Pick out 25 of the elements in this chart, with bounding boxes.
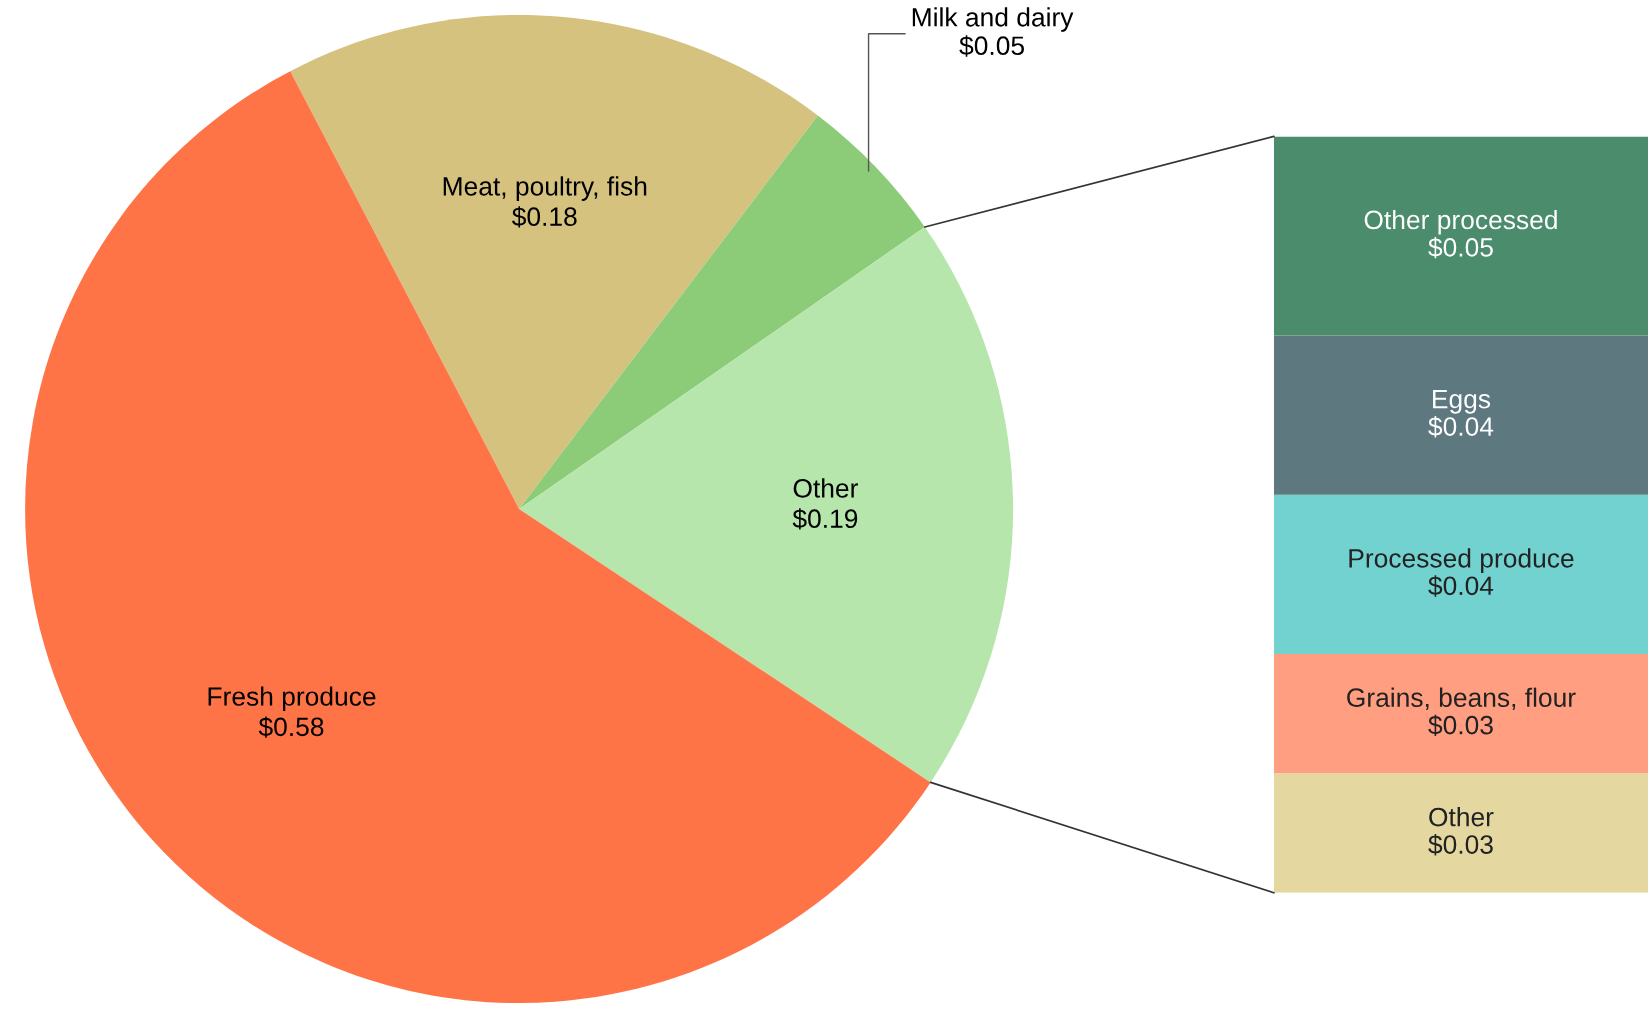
bar — [1273, 136, 1648, 336]
pie-slice — [25, 71, 931, 1004]
slice-label: Meat, poultry, fish — [443, 176, 647, 201]
series-label: Grains, beans, flour — [1347, 687, 1576, 711]
bar — [1273, 773, 1648, 893]
data-label: $0.05 — [1428, 236, 1493, 259]
data-label: $0.58 — [258, 716, 324, 738]
data-label: $0.03 — [1428, 834, 1493, 856]
data-label: $0.18 — [512, 206, 577, 228]
bar — [1273, 335, 1648, 495]
data-label: $0.05 — [959, 35, 1024, 57]
series-label: Processed produce — [1349, 548, 1574, 573]
bar — [1273, 494, 1648, 654]
data-label: $0.03 — [1428, 714, 1493, 737]
series-label: Other processed — [1364, 209, 1557, 235]
data-label: $0.04 — [1428, 416, 1494, 438]
series-label: Eggs — [1433, 390, 1491, 414]
slice-label: Fresh produce — [208, 686, 376, 712]
data-label: $0.19 — [792, 508, 858, 530]
pie-slice — [519, 227, 1014, 783]
slice-label: Milk and dairy — [912, 7, 1074, 32]
series-label: Other — [1429, 807, 1494, 827]
bar — [1273, 653, 1648, 774]
slice-label: Other — [793, 478, 858, 498]
data-label: $0.04 — [1428, 575, 1494, 597]
